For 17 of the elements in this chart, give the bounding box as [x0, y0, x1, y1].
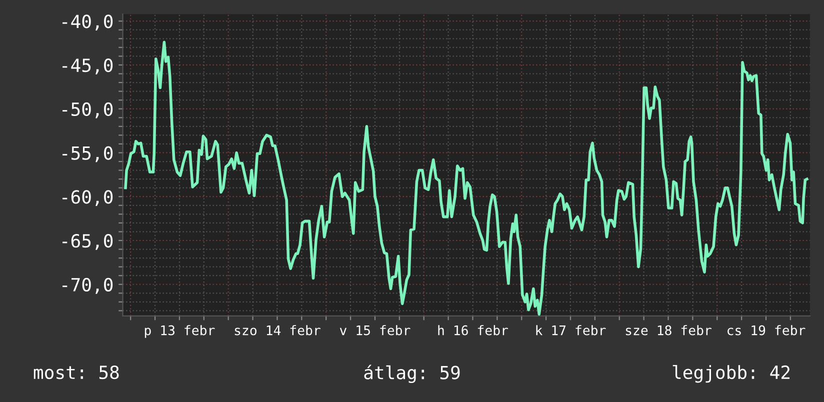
- x-tick-label: k 17 febr: [536, 325, 606, 336]
- y-tick-label: -40,0: [62, 14, 113, 31]
- text: most: 58: [34, 365, 119, 380]
- y-tick-label: -50,0: [62, 102, 113, 118]
- x-tick-label: cs 19 febr: [728, 325, 806, 336]
- x-tick-label: szo 14 febr: [234, 325, 320, 336]
- x-tick-label: v 15 febr: [340, 325, 410, 336]
- x-tick-label: h 16 febr: [438, 325, 508, 336]
- y-tick-label: -65,0: [62, 234, 113, 250]
- x-tick-label: sze 18 febr: [626, 325, 712, 336]
- y-tick-label: -55,0: [62, 146, 113, 162]
- y-tick-label: -70,0: [62, 278, 113, 294]
- text: legjobb: 42: [672, 365, 790, 383]
- y-tick-label: -45,0: [62, 58, 113, 74]
- y-tick-label: -60,0: [62, 190, 113, 206]
- x-tick-label: p 13 febr: [144, 325, 215, 338]
- text: átlag: 59: [364, 364, 460, 384]
